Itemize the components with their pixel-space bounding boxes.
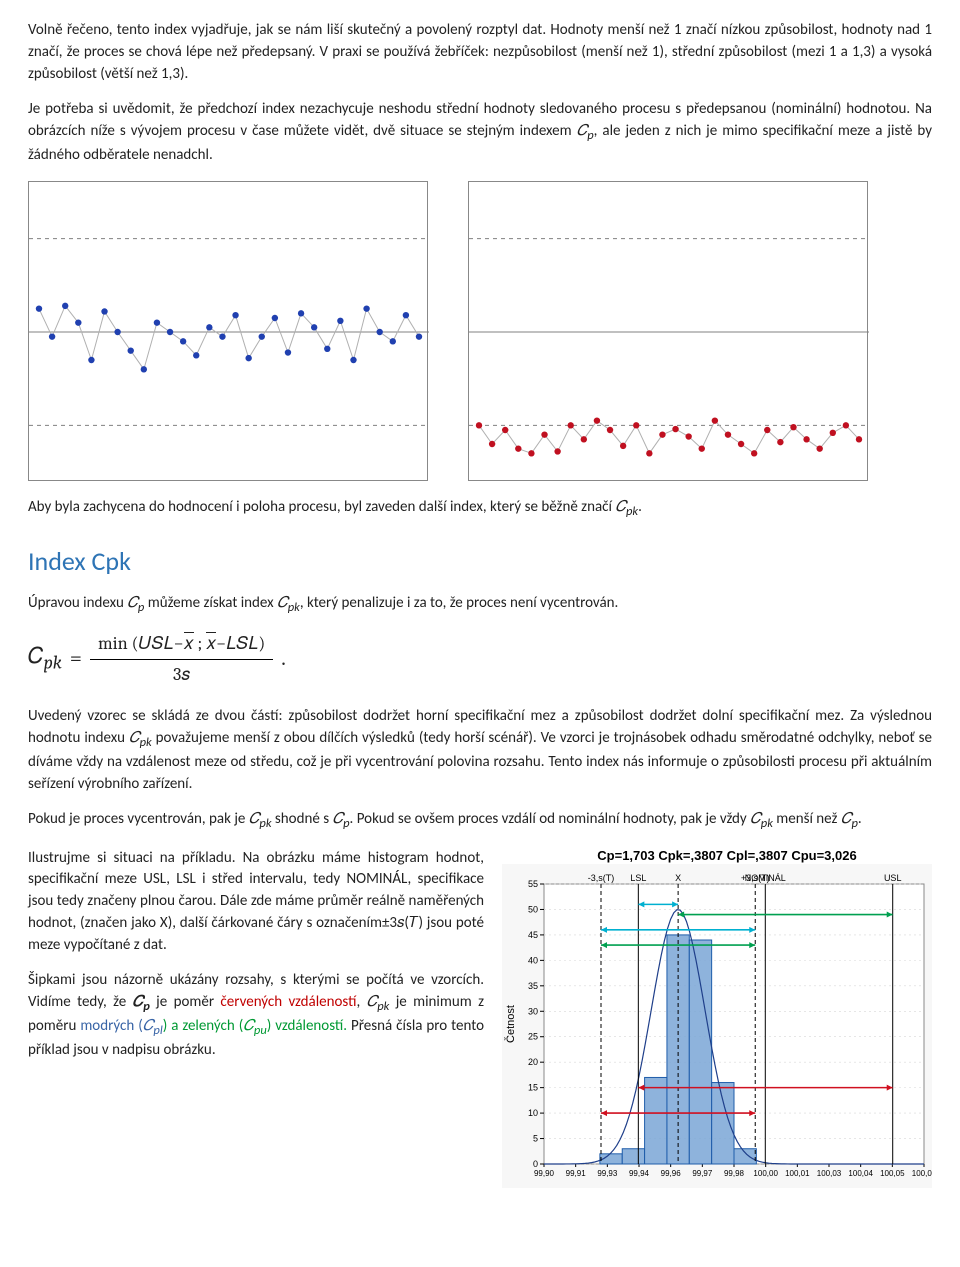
svg-text:50: 50 [528,904,538,914]
svg-text:30: 30 [528,1006,538,1016]
paragraph-2: Je potřeba si uvědomit, že předchozí ind… [28,99,932,167]
p4b: můžeme získat index [144,594,277,612]
heading-index-cpk: Index Cpk [28,543,932,581]
paragraph-5: Uvedený vzorec se skládá ze dvou částí: … [28,706,932,795]
svg-text:99,94: 99,94 [629,1169,650,1178]
svg-text:40: 40 [528,955,538,965]
paragraph-1: Volně řečeno, tento index vyjadřuje, jak… [28,20,932,85]
paragraph-7: Ilustrujme si situaci na příkladu. Na ob… [28,848,484,957]
svg-text:X: X [675,873,681,883]
p4a: Úpravou indexu [28,594,127,612]
p3b: . [638,498,642,516]
svg-text:100,01: 100,01 [785,1169,810,1178]
paragraph-8: Šipkami jsou názorně ukázány rozsahy, s … [28,970,484,1062]
cp-symbol: 𝐶p [577,122,594,140]
svg-text:Četnost: Četnost [504,1005,517,1043]
svg-text:45: 45 [528,929,538,939]
run-charts [28,181,932,481]
paragraph-3: Aby byla zachycena do hodnocení i poloha… [28,497,932,521]
svg-text:99,90: 99,90 [534,1169,555,1178]
svg-text:55: 55 [528,879,538,889]
svg-text:100,03: 100,03 [817,1169,842,1178]
svg-text:0: 0 [533,1159,538,1169]
run-chart-left [28,181,428,481]
histogram-section: Ilustrujme si situaci na příkladu. Na ob… [28,848,932,1196]
svg-text:99,96: 99,96 [661,1169,682,1178]
p5b: považujeme menší z obou dílčích výsledků… [28,729,932,793]
paragraph-4: Úpravou indexu 𝐶p můžeme získat index 𝐶p… [28,593,932,617]
svg-text:35: 35 [528,980,538,990]
svg-text:100,04: 100,04 [848,1169,873,1178]
svg-text:100,05: 100,05 [880,1169,905,1178]
svg-text:100,00: 100,00 [753,1169,778,1178]
svg-text:99,97: 99,97 [692,1169,713,1178]
svg-text:LSL: LSL [630,873,646,883]
svg-text:100,07: 100,07 [912,1169,932,1178]
cpk-formula: 𝐶pk = min (𝑈𝑆𝐿−𝑥 ; 𝑥−𝐿𝑆𝐿) 3𝑠 . [28,631,932,688]
svg-text:10: 10 [528,1108,538,1118]
svg-text:20: 20 [528,1057,538,1067]
svg-text:USL: USL [884,873,902,883]
svg-text:99,93: 99,93 [597,1169,618,1178]
p4c: , který penalizuje i za to, že proces ne… [300,594,619,612]
svg-text:99,91: 99,91 [566,1169,587,1178]
svg-text:Cp=1,703 Cpk=,3807 Cpl=,3807 C: Cp=1,703 Cpk=,3807 Cpl=,3807 Cpu=3,026 [597,848,856,863]
svg-text:5: 5 [533,1133,538,1143]
svg-text:15: 15 [528,1082,538,1092]
svg-text:-3,s(T): -3,s(T) [588,873,615,883]
paragraph-6: Pokud je proces vycentrován, pak je 𝐶pk … [28,809,932,833]
cpk-symbol: 𝐶pk [615,498,638,516]
svg-text:+3,s(T): +3,s(T) [741,873,770,883]
svg-text:99,98: 99,98 [724,1169,745,1178]
svg-text:25: 25 [528,1031,538,1041]
histogram-chart: Cp=1,703 Cpk=,3807 Cpl=,3807 Cpu=3,026 0 5… [502,848,932,1196]
p3a: Aby byla zachycena do hodnocení i poloha… [28,498,615,516]
run-chart-right [468,181,868,481]
